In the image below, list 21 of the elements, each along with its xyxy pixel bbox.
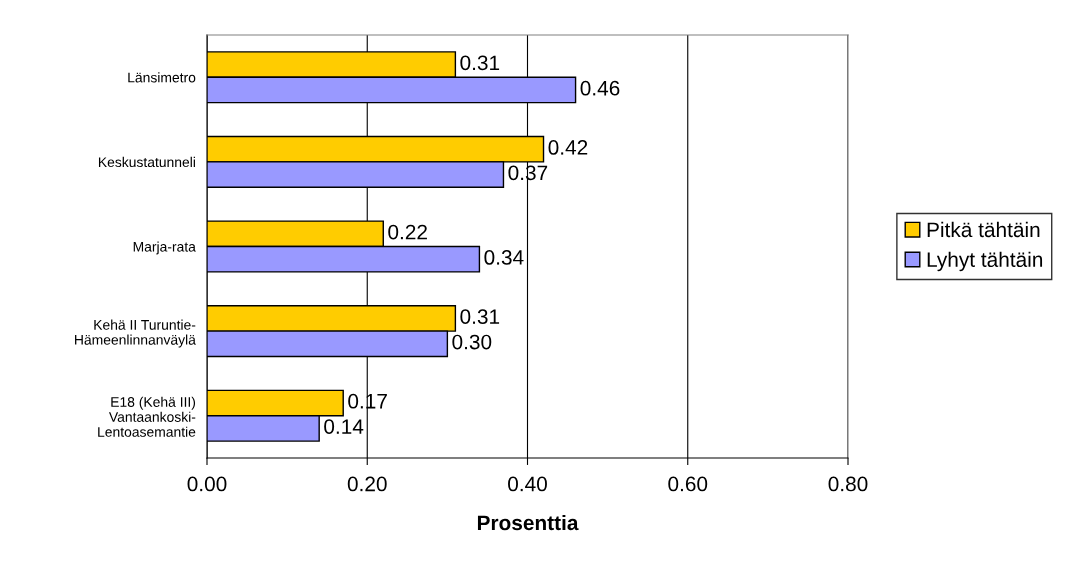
legend-label: Lyhyt tähtäin	[927, 251, 1043, 272]
x-tick-label: 0.00	[187, 476, 227, 492]
data-label: 0.31	[460, 309, 500, 324]
x-tick-label: 0.80	[828, 476, 868, 492]
data-label: 0.22	[388, 224, 427, 240]
data-label: 0.34	[484, 250, 524, 265]
y-tick-label: Kehä II Turuntie- Hämeenlinnanväylä	[75, 319, 196, 348]
y-tick-label: E18 (Kehä III) Vantaankoski- Lentoasemantie	[98, 396, 196, 437]
x-tick-label: 0.20	[347, 476, 387, 492]
data-label: 0.46	[580, 80, 620, 96]
data-label: 0.42	[548, 140, 588, 155]
legend-label: Pitkä tähtäin	[927, 221, 1040, 238]
data-label: 0.31	[460, 55, 500, 71]
x-axis-title: Prosenttia	[477, 514, 579, 531]
data-label: 0.30	[452, 334, 492, 350]
data-label: 0.14	[324, 419, 364, 434]
x-tick-label: 0.40	[508, 476, 547, 492]
y-tick-label: Marja-rata	[133, 241, 196, 255]
y-tick-label: Länsimetro	[128, 72, 196, 83]
x-tick-label: 0.60	[668, 476, 708, 492]
y-tick-label: Keskustatunneli	[98, 156, 195, 168]
